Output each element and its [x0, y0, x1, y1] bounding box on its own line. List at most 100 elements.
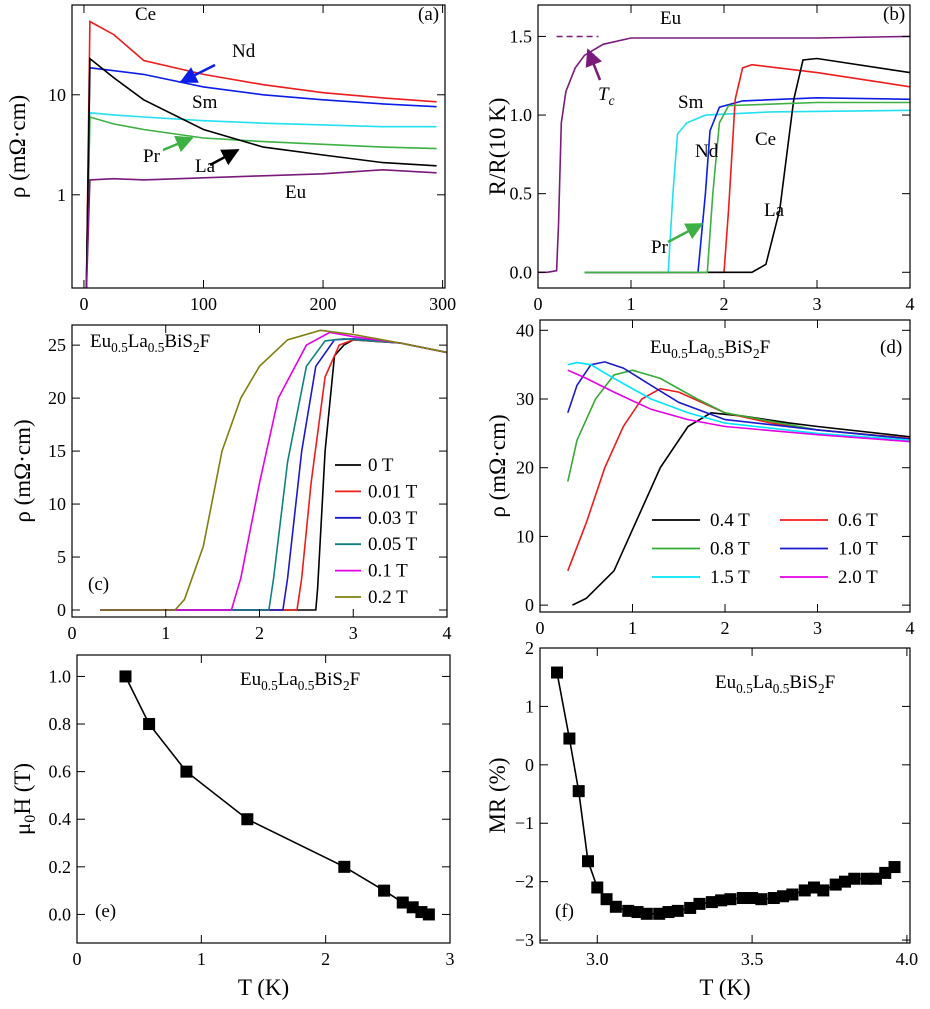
y-tick-label: 25: [48, 335, 66, 355]
data-line: [85, 168, 437, 288]
data-point: [338, 860, 351, 873]
text-part: Eu: [240, 669, 262, 690]
data-line: [584, 96, 910, 274]
y-tick-label: −1: [515, 813, 534, 833]
x-tick-label: 0: [536, 618, 545, 638]
y-tick-label: 40: [516, 320, 534, 340]
data-line: [538, 35, 910, 274]
text-part: Eu: [90, 331, 112, 352]
series-label: Sm: [678, 92, 704, 113]
panel: [551, 666, 901, 920]
y-tick-label: 0.5: [510, 184, 533, 204]
x-tick-label: 1: [161, 623, 170, 643]
arrow: [667, 222, 704, 244]
data-point: [563, 732, 576, 745]
subscript: 2: [753, 346, 760, 361]
y-axis-label: μ0H (T): [10, 763, 39, 835]
data-point: [888, 861, 901, 874]
text-part: Eu: [650, 337, 672, 358]
data-line: [567, 387, 910, 572]
legend-label: 0.4 T: [710, 510, 750, 531]
y-tick-label: 2: [525, 638, 534, 658]
data-point: [860, 872, 873, 885]
text-part: La: [128, 331, 149, 352]
data-point: [671, 904, 684, 917]
x-tick-label: 1: [627, 294, 636, 314]
y-tick-label: 0: [525, 595, 534, 615]
y-tick-label: 0.8: [49, 714, 72, 734]
series-label: Eu: [285, 182, 307, 203]
data-line: [567, 361, 910, 440]
data-point: [581, 855, 594, 868]
x-tick-label: 4.0: [896, 949, 919, 969]
x-tick-label: 0: [79, 294, 88, 314]
data-point: [600, 893, 613, 906]
data-point: [378, 884, 391, 897]
panel-label: (c): [88, 574, 109, 595]
data-point: [724, 893, 737, 906]
panel-label: (b): [883, 4, 905, 25]
x-tick-label: 0: [73, 949, 82, 969]
x-tick-label: 2: [321, 949, 330, 969]
arrow: [179, 63, 216, 84]
data-point: [631, 906, 644, 919]
data-point: [746, 892, 759, 905]
text-part: BiS: [724, 337, 753, 358]
data-line: [567, 369, 910, 443]
arrow: [209, 148, 240, 167]
subscript: c: [609, 93, 615, 108]
subscript: 0.5: [111, 340, 128, 355]
x-tick-label: 2: [721, 618, 730, 638]
y-tick-label: −2: [515, 872, 534, 892]
data-point: [808, 881, 821, 894]
x-tick-label: 4: [443, 623, 452, 643]
y-tick-label: 0.2: [49, 857, 72, 877]
data-line: [567, 361, 910, 441]
plot-frame: [537, 4, 911, 289]
data-point: [838, 875, 851, 888]
y-tick-label: 20: [48, 388, 66, 408]
chart-title: Eu0.5La0.5BiS2F: [650, 337, 770, 361]
y-tick-label: −3: [515, 930, 534, 950]
data-line: [567, 369, 910, 482]
data-line: [85, 20, 437, 288]
series-label: La: [764, 200, 785, 221]
data-line: [124, 676, 430, 916]
x-tick-label: 3: [446, 949, 455, 969]
data-point: [591, 881, 604, 894]
x-tick-label: 4: [906, 294, 915, 314]
y-axis-label: R/R(10 K): [485, 98, 510, 196]
annotation: Tc: [598, 84, 615, 108]
x-tick-label: 0: [534, 294, 543, 314]
text-part: BiS: [164, 331, 193, 352]
data-point: [869, 872, 882, 885]
plot-frame: [539, 647, 911, 944]
data-point: [755, 893, 768, 906]
x-tick-label: 3.5: [741, 949, 764, 969]
data-point: [653, 907, 666, 920]
text-part: La: [278, 669, 299, 690]
data-point: [848, 872, 861, 885]
legend-label: 1.0 T: [838, 539, 878, 560]
x-tick-label: 2: [255, 623, 264, 643]
chart-title: Eu0.5La0.5BiS2F: [715, 672, 835, 696]
data-point: [396, 896, 409, 909]
data-point: [798, 884, 811, 897]
panel: [538, 35, 910, 274]
y-axis-label: ρ (mΩ·cm): [485, 414, 510, 517]
series-label: Pr: [651, 237, 669, 258]
y-tick-label: 0: [525, 755, 534, 775]
subscript: 0.5: [708, 346, 725, 361]
data-point: [829, 878, 842, 891]
text-part: T: [598, 84, 610, 105]
panel: [567, 361, 910, 606]
x-tick-label: 300: [429, 294, 456, 314]
x-tick-label: 4: [906, 618, 915, 638]
data-point: [622, 904, 635, 917]
x-tick-label: 3: [813, 294, 822, 314]
text-part: F: [825, 672, 836, 693]
legend-label: 0.01 T: [368, 481, 418, 502]
legend-label: 0.6 T: [838, 510, 878, 531]
legend-label: 1.5 T: [710, 567, 750, 588]
data-point: [119, 670, 132, 683]
